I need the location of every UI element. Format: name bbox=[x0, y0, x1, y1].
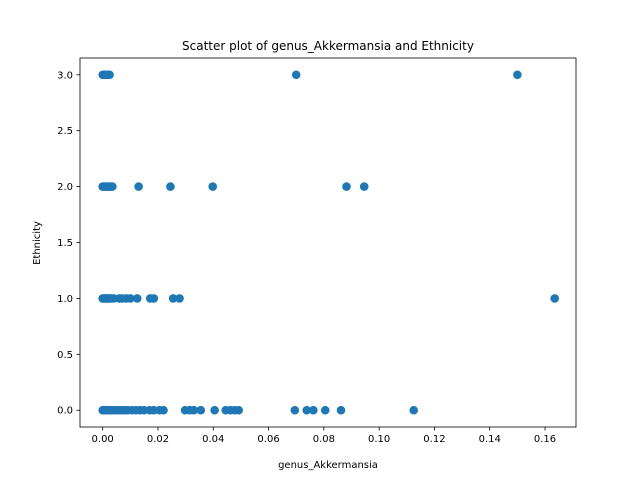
data-point bbox=[108, 182, 117, 191]
data-point bbox=[166, 182, 175, 191]
data-point bbox=[134, 182, 143, 191]
data-point bbox=[149, 294, 159, 303]
x-tick-label: 0.02 bbox=[147, 434, 169, 445]
data-point bbox=[409, 405, 419, 415]
data-point bbox=[234, 405, 243, 415]
data-point bbox=[290, 405, 300, 415]
data-point bbox=[196, 405, 206, 415]
y-tick-label: 0.0 bbox=[57, 406, 73, 417]
data-point bbox=[132, 294, 142, 303]
plot-frame bbox=[79, 57, 577, 428]
data-point bbox=[336, 405, 346, 415]
x-axis-label: genus_Akkermansia bbox=[278, 460, 378, 471]
data-point bbox=[320, 405, 330, 415]
data-point bbox=[291, 70, 301, 80]
data-point bbox=[359, 182, 369, 191]
data-point bbox=[189, 405, 199, 415]
x-tick-label: 0.14 bbox=[479, 434, 501, 445]
chart-title: Scatter plot of genus_Akkermansia and Et… bbox=[182, 39, 474, 53]
x-tick-label: 0.08 bbox=[313, 434, 335, 445]
data-point bbox=[309, 405, 318, 415]
data-point bbox=[342, 182, 351, 191]
x-tick-label: 0.06 bbox=[257, 434, 279, 445]
y-tick-label: 0.5 bbox=[57, 350, 73, 361]
y-ticks: 0.0 0.5 1.0 1.5 2.0 2.5 3.0 bbox=[57, 70, 80, 417]
y-tick-label: 1.0 bbox=[57, 294, 73, 305]
data-point bbox=[302, 405, 312, 415]
x-tick-label: 0.00 bbox=[92, 434, 114, 445]
data-point bbox=[208, 182, 218, 191]
x-tick-label: 0.12 bbox=[423, 434, 445, 445]
data-point bbox=[210, 405, 219, 415]
data-point bbox=[175, 294, 184, 303]
y-axis-label: Ethnicity bbox=[32, 221, 43, 265]
x-tick-label: 0.16 bbox=[534, 434, 556, 445]
data-point bbox=[550, 294, 560, 303]
data-point bbox=[513, 70, 522, 80]
y-tick-label: 1.5 bbox=[57, 238, 73, 249]
x-ticks: 0.00 0.02 0.04 0.06 0.08 0.10 0.12 0.14 0.16 bbox=[92, 427, 556, 445]
x-tick-label: 0.10 bbox=[368, 434, 390, 445]
y-tick-label: 2.5 bbox=[57, 126, 73, 137]
points-layer bbox=[98, 70, 560, 415]
data-point bbox=[105, 70, 114, 80]
y-tick-label: 2.0 bbox=[57, 182, 73, 193]
data-point bbox=[126, 294, 135, 303]
data-point bbox=[168, 294, 178, 303]
x-tick-label: 0.04 bbox=[202, 434, 224, 445]
y-tick-label: 3.0 bbox=[57, 70, 73, 81]
data-point bbox=[159, 405, 168, 415]
